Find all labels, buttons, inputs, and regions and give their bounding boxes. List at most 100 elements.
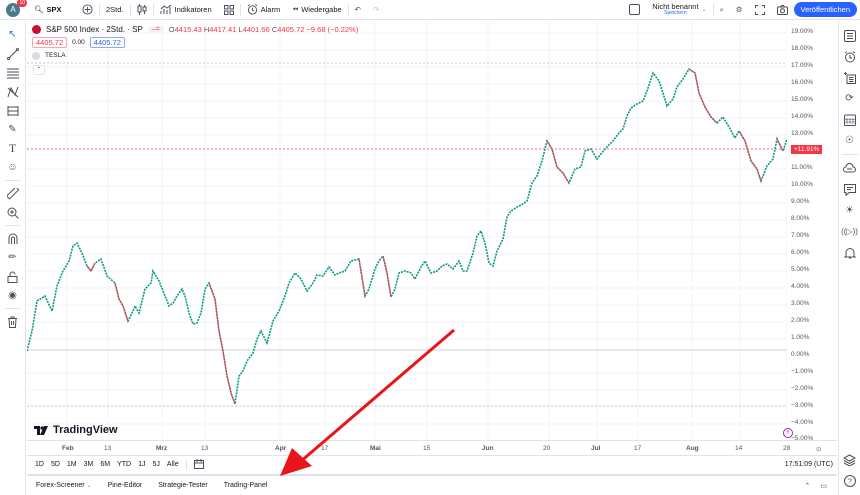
pencil-lock-icon: ✏︎ bbox=[8, 252, 17, 263]
range-1m[interactable]: 1M bbox=[66, 461, 77, 468]
range-5j[interactable]: 5J bbox=[152, 461, 160, 468]
chats-button[interactable] bbox=[842, 161, 858, 177]
series-status-icon[interactable]: –= bbox=[147, 26, 164, 33]
snapshot-button[interactable] bbox=[771, 0, 794, 20]
brush-icon: ✎ bbox=[8, 124, 17, 135]
eye-icon: ◉ bbox=[8, 290, 17, 301]
buy-price-box[interactable]: 4405.72 bbox=[89, 37, 125, 48]
lock-all-tool[interactable] bbox=[5, 269, 21, 285]
alerts-panel-button[interactable] bbox=[842, 49, 858, 65]
text-icon: T bbox=[8, 141, 17, 155]
lightning-icon[interactable]: ⚡︎ bbox=[783, 428, 793, 438]
watchlist-button[interactable] bbox=[842, 28, 858, 44]
layout-name-button[interactable]: Nicht benannt Speichern ⌄ bbox=[652, 2, 707, 16]
notifications-button[interactable] bbox=[842, 245, 858, 261]
user-avatar[interactable]: A 10 bbox=[6, 0, 27, 17]
current-price-tag: +11.91% bbox=[791, 145, 823, 154]
tab-pine-editor[interactable]: Pine-Editor bbox=[107, 482, 143, 489]
save-link[interactable]: Speichern bbox=[664, 9, 687, 16]
undo-button[interactable]: ↶ bbox=[349, 0, 367, 20]
lightbulb-icon: ☉ bbox=[845, 135, 854, 146]
forecast-tool[interactable] bbox=[5, 103, 21, 119]
templates-button[interactable] bbox=[218, 0, 240, 20]
magnet-tool[interactable] bbox=[5, 231, 21, 247]
cloud-chat-icon bbox=[843, 163, 856, 173]
unlock-icon bbox=[7, 271, 18, 283]
settings-button[interactable]: ⚙︎ bbox=[730, 0, 749, 20]
divider bbox=[185, 459, 187, 470]
go-to-date-button[interactable] bbox=[193, 458, 204, 471]
divider bbox=[712, 3, 714, 16]
redo-button[interactable]: ↷ bbox=[367, 0, 385, 20]
layout-select-button[interactable] bbox=[623, 0, 646, 20]
delete-drawings-tool[interactable] bbox=[5, 314, 21, 330]
sell-price-box[interactable]: 4405.72 bbox=[32, 37, 68, 48]
measure-tool[interactable] bbox=[5, 186, 21, 202]
divider bbox=[152, 3, 154, 16]
replay-button[interactable]: ⏪︎ Wiedergabe bbox=[292, 4, 342, 15]
indicators-button[interactable]: Indikatoren bbox=[154, 0, 218, 20]
hotlists-button[interactable]: ⟳ bbox=[842, 91, 858, 107]
grid-icon bbox=[223, 4, 234, 15]
divider bbox=[239, 3, 241, 16]
help-button[interactable]: ? bbox=[842, 473, 858, 489]
tab-forex-screener[interactable]: Forex-Screener ⌄ bbox=[36, 482, 92, 489]
axis-settings-icon[interactable]: ⊙ bbox=[816, 446, 822, 453]
text-tool[interactable]: T bbox=[5, 141, 21, 157]
add-list-icon bbox=[843, 71, 856, 84]
chart-pane[interactable]: ⌃ bbox=[26, 21, 788, 439]
undo-icon: ↶ bbox=[354, 5, 361, 14]
maximize-panel-icon[interactable]: ▭ bbox=[820, 482, 827, 490]
range-6m[interactable]: 6M bbox=[100, 461, 111, 468]
range-1d[interactable]: 1D bbox=[35, 461, 44, 468]
fib-tool[interactable] bbox=[5, 65, 21, 81]
pattern-tool[interactable] bbox=[5, 84, 21, 100]
publish-button[interactable]: Veröffentlichen bbox=[793, 2, 857, 17]
expand-panel-icon[interactable]: ⌃ bbox=[804, 482, 811, 490]
chart-type-button[interactable] bbox=[131, 0, 153, 20]
cursor-tool[interactable]: ↖ bbox=[5, 27, 21, 43]
emoji-tool[interactable]: ☺︎ bbox=[5, 160, 21, 176]
trend-line-tool[interactable] bbox=[5, 46, 21, 62]
right-widget-bar: ⟳ ☉ ☀︎ ((▷)) ? bbox=[838, 21, 860, 495]
candlestick-icon bbox=[137, 4, 147, 15]
alarm-clock-icon bbox=[247, 4, 257, 15]
tesla-logo-icon bbox=[32, 51, 40, 60]
range-ytd[interactable]: YTD bbox=[117, 461, 132, 468]
date-range-bar: 1D 5D 1M 3M 6M YTD 1J 5J Alle 17:51:09 (… bbox=[27, 455, 837, 473]
price-axis[interactable]: 19.00% 18.00% 17.00% 16.00% 15.00% 14.00… bbox=[787, 21, 837, 442]
range-5d[interactable]: 5D bbox=[50, 461, 60, 468]
divider bbox=[129, 3, 131, 16]
compare-symbol-button[interactable] bbox=[76, 0, 99, 20]
clock-timezone[interactable]: 17:51:09 (UTC) bbox=[784, 461, 833, 468]
streams-button[interactable]: ((▷)) bbox=[841, 224, 858, 240]
range-1j[interactable]: 1J bbox=[138, 461, 146, 468]
hide-drawings-tool[interactable]: ◉ bbox=[5, 288, 21, 304]
ideas-button[interactable]: ☉ bbox=[842, 133, 858, 149]
interval-button[interactable]: 2Std. bbox=[106, 5, 124, 14]
divider bbox=[4, 308, 21, 309]
fullscreen-button[interactable] bbox=[749, 0, 771, 20]
tab-trading-panel[interactable]: Trading-Panel bbox=[223, 482, 268, 489]
panel-controls: ⌃ ▭ bbox=[805, 482, 828, 490]
signals-button[interactable]: ☀︎ bbox=[842, 203, 858, 219]
symbol-search-button[interactable]: 🔍︎ SPX bbox=[34, 5, 62, 14]
calendar-button[interactable] bbox=[842, 112, 858, 128]
compare-series-label[interactable]: TESLA bbox=[45, 52, 66, 59]
time-axis[interactable]: Feb 13 Mrz 13 Apr 17 Mai 15 Jun 20 Jul 1… bbox=[27, 440, 837, 454]
series-title[interactable]: S&P 500 Index · 2Std. · SP bbox=[46, 25, 143, 34]
layers-button[interactable] bbox=[842, 452, 858, 468]
tradingview-logo[interactable]: TradingView bbox=[34, 424, 118, 436]
brush-tool[interactable]: ✎ bbox=[5, 122, 21, 138]
tab-strategy-tester[interactable]: Strategie-Tester bbox=[158, 482, 208, 489]
messages-button[interactable] bbox=[842, 182, 858, 198]
lock-drawing-tool[interactable]: ✏︎ bbox=[5, 250, 21, 266]
range-all[interactable]: Alle bbox=[166, 461, 179, 468]
alert-button[interactable]: Alarm bbox=[241, 0, 287, 20]
ruler-icon bbox=[6, 187, 19, 200]
zoom-tool[interactable] bbox=[5, 205, 21, 221]
object-tree-button[interactable] bbox=[842, 70, 858, 86]
quick-search-button[interactable]: ⌕ bbox=[714, 0, 730, 20]
range-3m[interactable]: 3M bbox=[83, 461, 94, 468]
collapse-legend-button[interactable]: ⌃ bbox=[33, 65, 45, 75]
